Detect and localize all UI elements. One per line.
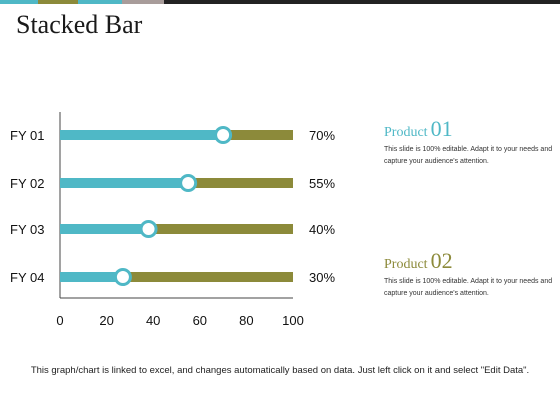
footnote: This graph/chart is linked to excel, and…: [30, 365, 530, 376]
bar-segment-series-2: [188, 178, 293, 188]
category-label: FY 02: [10, 176, 44, 191]
x-tick-label: 20: [99, 313, 113, 328]
bar-marker: [214, 126, 233, 144]
product-01-block: Product 01 This slide is 100% editable. A…: [384, 116, 554, 168]
data-label: 40%: [309, 222, 335, 237]
category-label: FY 04: [10, 270, 44, 285]
strip-segment-2: [38, 0, 78, 4]
bar-segment-series-2: [122, 272, 293, 282]
data-label: 70%: [309, 128, 335, 143]
bar-segment-series-2: [148, 224, 293, 234]
strip-segment-3: [78, 0, 122, 4]
strip-segment-1: [0, 0, 38, 4]
x-tick-label: 60: [193, 313, 207, 328]
category-label: FY 01: [10, 128, 44, 143]
bar-marker: [179, 174, 198, 192]
strip-segment-5: [164, 0, 560, 4]
x-tick-label: 100: [282, 313, 304, 328]
bar-marker: [139, 220, 158, 238]
bar-segment-series-1: [60, 130, 224, 140]
bar-segment-series-1: [60, 272, 123, 282]
product-02-heading: Product 02: [384, 248, 554, 274]
x-tick-label: 40: [146, 313, 160, 328]
bar-marker: [113, 268, 132, 286]
x-tick-label: 0: [56, 313, 63, 328]
bar-segment-series-1: [60, 224, 149, 234]
data-label: 55%: [309, 176, 335, 191]
bar-segment-series-2: [223, 130, 293, 140]
product-02-block: Product 02 This slide is 100% editable. A…: [384, 248, 554, 300]
product-01-word: Product: [384, 125, 428, 140]
product-02-word: Product: [384, 257, 428, 272]
product-01-description: This slide is 100% editable. Adapt it to…: [384, 146, 553, 165]
data-label: 30%: [309, 270, 335, 285]
strip-segment-4: [122, 0, 164, 4]
bar-segment-series-1: [60, 178, 189, 188]
top-color-strip: [0, 0, 560, 4]
page-title: Stacked Bar: [16, 10, 143, 39]
product-01-heading: Product 01: [384, 116, 554, 142]
product-01-number: 01: [430, 116, 453, 141]
x-tick-label: 80: [239, 313, 253, 328]
category-label: FY 03: [10, 222, 44, 237]
product-02-description: This slide is 100% editable. Adapt it to…: [384, 278, 553, 297]
product-02-number: 02: [430, 248, 453, 273]
